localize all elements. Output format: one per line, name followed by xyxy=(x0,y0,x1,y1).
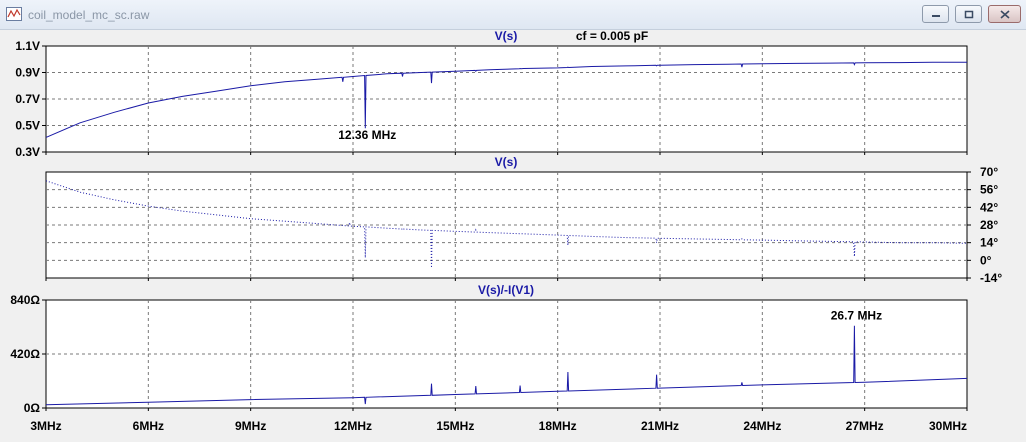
x-tick-label: 21MHz xyxy=(641,419,679,433)
window-titlebar: coil_model_mc_sc.raw xyxy=(0,0,1026,30)
y-tick-label: -14° xyxy=(980,271,1002,285)
window-title: coil_model_mc_sc.raw xyxy=(28,8,150,22)
plot-area: 1.1V 0.9V 0.7V 0.5V 0.3V V(s) cf = 0.005 pF 12.… xyxy=(10,30,1002,433)
minimize-icon xyxy=(931,15,940,17)
x-tick-label: 9MHz xyxy=(235,419,266,433)
marker-label: 26.7 MHz xyxy=(831,308,882,322)
y-tick-label: 0° xyxy=(980,253,992,267)
series-trace xyxy=(45,325,968,406)
x-tick-label: 12MHz xyxy=(334,419,372,433)
y-tick-label: 1.1V xyxy=(15,39,40,53)
plot-pane-2 xyxy=(45,171,968,279)
marker-label: 12.36 MHz xyxy=(338,128,396,142)
close-icon xyxy=(999,9,1010,19)
y-tick-label: 840Ω xyxy=(10,293,40,307)
minimize-button[interactable] xyxy=(922,5,949,23)
close-button[interactable] xyxy=(988,5,1021,23)
waveform-app-icon xyxy=(6,7,22,21)
series-trace xyxy=(45,180,968,268)
y-tick-label: 0.5V xyxy=(15,119,40,133)
maximize-button[interactable] xyxy=(955,5,982,23)
x-tick-label: 15MHz xyxy=(436,419,474,433)
y-tick-label: 28° xyxy=(980,218,998,232)
x-tick-label: 18MHz xyxy=(539,419,577,433)
y-tick-label: 0.7V xyxy=(15,92,40,106)
pane-title: V(s) xyxy=(495,30,518,43)
x-tick-label: 24MHz xyxy=(743,419,781,433)
maximize-icon xyxy=(964,10,973,18)
y-tick-label: 56° xyxy=(980,183,998,197)
y-tick-label: 0.3V xyxy=(15,145,40,159)
y-tick-label: 0Ω xyxy=(24,401,41,415)
y-tick-label: 0.9V xyxy=(15,66,40,80)
pane-title: V(s) xyxy=(495,155,518,169)
pane-title: V(s)/-I(V1) xyxy=(478,283,534,297)
x-tick-label: 3MHz xyxy=(30,419,61,433)
x-tick-label: 6MHz xyxy=(133,419,164,433)
x-tick-label: 30MHz xyxy=(929,419,967,433)
y-tick-label: 420Ω xyxy=(10,347,40,361)
plot-pane-3 xyxy=(45,299,968,409)
series-trace xyxy=(45,61,968,138)
y-tick-label: 70° xyxy=(980,165,998,179)
pane-annotation: cf = 0.005 pF xyxy=(576,30,648,43)
y-tick-label: 42° xyxy=(980,200,998,214)
y-tick-label: 14° xyxy=(980,236,998,250)
x-tick-label: 27MHz xyxy=(846,419,884,433)
